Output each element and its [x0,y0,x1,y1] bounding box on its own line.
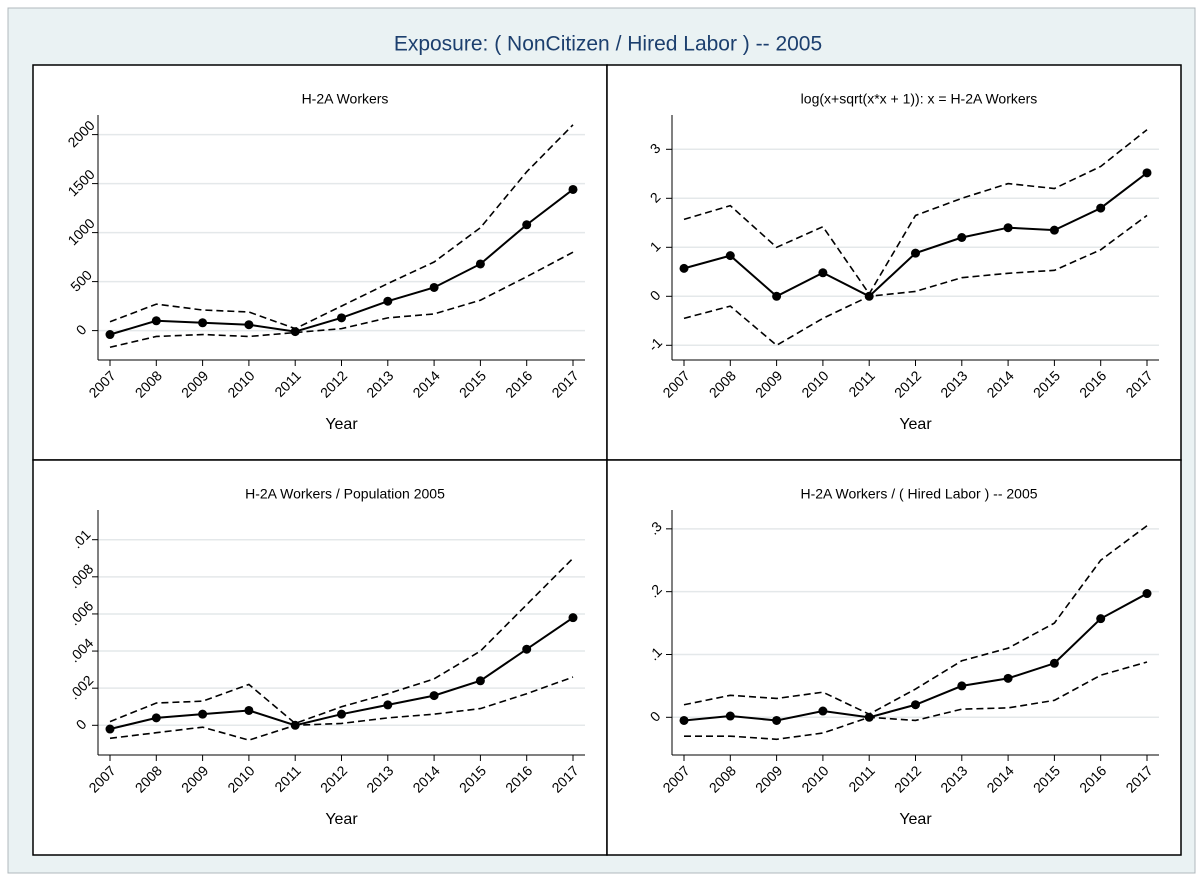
panel: H-2A Workers / ( Hired Labor ) -- 20050.… [606,459,1182,856]
point [911,248,920,258]
point [475,259,485,269]
x-axis-title: Year [325,416,358,433]
point [475,676,485,686]
point [1049,225,1059,235]
point [244,320,254,330]
panel: H-2A Workers / Population 20050.002.004.… [32,459,608,856]
panel-title: H-2A Workers / Population 2005 [245,486,445,502]
point [568,613,578,623]
point [429,691,439,701]
point [957,681,967,691]
point [957,233,967,242]
point [568,184,578,194]
panel-box [32,459,608,856]
point [337,709,346,719]
point [244,705,254,715]
point [522,220,532,230]
series-line [109,124,574,330]
point [383,296,393,306]
point [679,263,689,273]
point [1003,223,1013,233]
point [337,313,346,323]
point [105,724,115,734]
figure-title: Exposure: ( NonCitizen / Hired Labor ) -… [394,33,822,56]
series-line [109,676,574,741]
series-line [109,251,574,349]
series-line [683,214,1148,347]
series-line [683,525,1148,716]
point [1003,673,1013,683]
point [1142,589,1152,599]
point [911,700,920,710]
point [772,291,782,301]
x-axis-title: Year [325,811,358,828]
panel-title: log(x+sqrt(x*x + 1)): x = H-2A Workers [801,91,1038,107]
point [198,318,208,328]
point [679,715,689,725]
point [290,327,300,337]
point [725,251,735,261]
point [1096,614,1106,624]
point [429,282,439,292]
series-line [683,129,1148,296]
point [1096,203,1106,213]
point [818,268,828,278]
panel: log(x+sqrt(x*x + 1)): x = H-2A Workers-1… [606,64,1182,461]
point [772,715,782,725]
panel-box [606,459,1182,856]
point [818,706,828,716]
panel-box [32,64,608,461]
point [105,330,115,340]
point [151,713,161,723]
panel-title: H-2A Workers [302,91,389,107]
point [383,700,393,710]
point [151,316,161,326]
series-line [109,557,574,725]
panel-box [606,64,1182,461]
point [1142,168,1152,178]
x-axis-title: Year [899,416,932,433]
panel-title: H-2A Workers / ( Hired Labor ) -- 2005 [800,486,1037,502]
x-axis-title: Year [899,811,932,828]
point [1049,658,1059,668]
point [522,644,532,654]
series-line [684,661,1148,741]
point [198,709,208,719]
point [725,711,735,721]
